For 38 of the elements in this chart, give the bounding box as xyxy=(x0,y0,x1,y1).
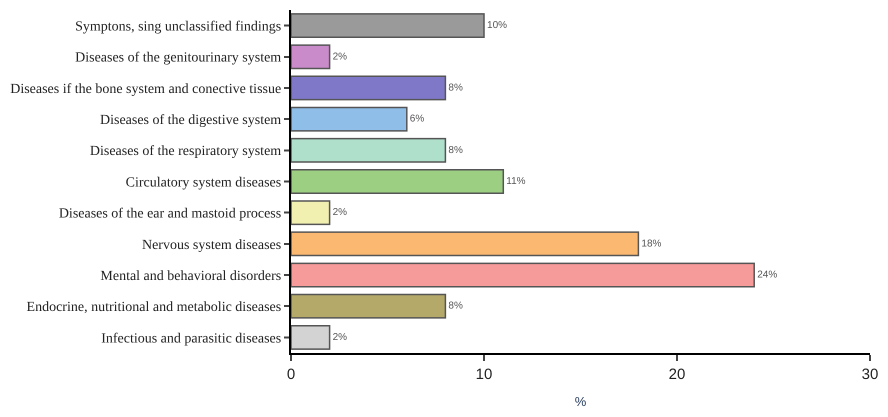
data-label: 10% xyxy=(487,20,508,32)
bar xyxy=(291,13,485,38)
x-tick-label: 10 xyxy=(476,366,492,383)
bar xyxy=(291,294,446,319)
y-tick-label: Circulatory system diseases xyxy=(126,175,282,190)
bar xyxy=(291,44,330,70)
x-tick-label: 30 xyxy=(862,366,878,383)
data-label: 2% xyxy=(332,51,348,62)
bar xyxy=(291,324,330,350)
data-label: 11% xyxy=(506,176,526,187)
data-label: 2% xyxy=(332,332,348,343)
y-tick-label: Diseases if the bone system and conective tissue xyxy=(10,82,282,97)
data-label: 24% xyxy=(757,270,778,281)
y-tick-label: Infectious and parasitic diseases xyxy=(101,331,282,346)
y-tick-label: Endocrine, nutritional and metabolic diseases xyxy=(26,300,282,316)
data-label: 8% xyxy=(448,144,463,156)
x-axis-title: % xyxy=(574,394,587,410)
data-label: 18% xyxy=(641,238,662,250)
data-label: 8% xyxy=(448,82,463,94)
bar xyxy=(291,169,504,194)
bar xyxy=(291,138,446,163)
bar xyxy=(291,106,408,132)
data-label: 6% xyxy=(410,114,424,125)
bar xyxy=(291,76,446,100)
bar xyxy=(291,200,330,226)
y-tick-label: Diseases of the respiratory system xyxy=(90,144,282,160)
data-label: 2% xyxy=(332,207,348,218)
y-tick-label: Nervous system diseases xyxy=(142,238,282,253)
x-tick-label: 0 xyxy=(286,366,296,383)
data-label: 8% xyxy=(448,300,463,312)
x-tick-label: 20 xyxy=(668,366,686,383)
bar xyxy=(291,231,640,256)
y-tick-label: Mental and behavioral disorders xyxy=(100,268,282,284)
bar xyxy=(291,262,755,288)
y-tick-label: Diseases of the digestive system xyxy=(100,113,282,128)
y-tick-label: Symptons, sing unclassified findings xyxy=(75,19,282,34)
y-tick-label: Diseases of the genitourinary system xyxy=(75,50,282,66)
y-tick-label: Diseases of the ear and mastoid process xyxy=(58,206,282,222)
